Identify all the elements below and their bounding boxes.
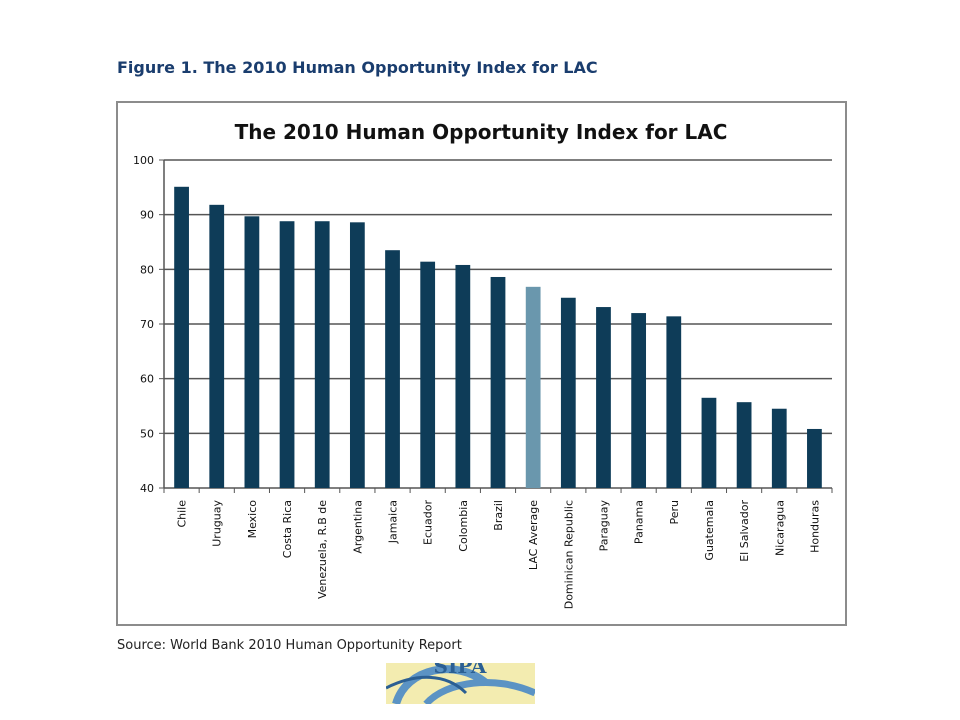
category-labels: Chile Uruguay Mexico Costa Rica Venezuela, R… bbox=[176, 500, 822, 610]
x-tick-label: Peru bbox=[668, 500, 681, 525]
bar bbox=[807, 428, 822, 488]
bar bbox=[560, 297, 576, 488]
bar bbox=[174, 186, 189, 488]
bars bbox=[174, 186, 822, 488]
chart-frame: The 2010 Human Opportunity Index for LAC… bbox=[116, 101, 847, 626]
x-tick-label: Honduras bbox=[808, 500, 821, 553]
y-tick-label: 50 bbox=[140, 427, 154, 440]
x-tick-label: Guatemala bbox=[703, 500, 716, 561]
bar-chart: The 2010 Human Opportunity Index for LAC… bbox=[133, 120, 833, 610]
sipa-logo: SIPA bbox=[386, 663, 535, 704]
bar bbox=[525, 286, 541, 488]
x-tick-label: Paraguay bbox=[597, 500, 610, 552]
x-tick-label: LAC Average bbox=[527, 500, 540, 570]
bar bbox=[244, 216, 260, 488]
bar bbox=[701, 397, 717, 488]
bar bbox=[349, 222, 365, 488]
bar bbox=[596, 307, 611, 488]
x-tick-label: Uruguay bbox=[211, 500, 224, 547]
x-tick-label: Mexico bbox=[246, 500, 259, 539]
y-tick-label: 100 bbox=[133, 154, 154, 167]
x-tick-label: Dominican Republic bbox=[562, 500, 575, 609]
bar bbox=[736, 402, 752, 488]
x-tick-label: Argentina bbox=[351, 500, 364, 554]
x-tick-label: Colombia bbox=[457, 500, 470, 552]
bar bbox=[666, 316, 682, 488]
y-tick-label: 90 bbox=[140, 209, 154, 222]
bar bbox=[490, 276, 506, 488]
axes: 40 50 60 70 80 90 100 bbox=[133, 154, 833, 495]
bar bbox=[420, 261, 436, 488]
svg-text:SIPA: SIPA bbox=[434, 663, 487, 678]
source-note: Source: World Bank 2010 Human Opportunit… bbox=[117, 638, 462, 653]
x-tick-label: Nicaragua bbox=[773, 500, 786, 556]
bar bbox=[209, 204, 225, 488]
x-tick-label: Brazil bbox=[492, 500, 505, 531]
y-tick-label: 80 bbox=[140, 263, 154, 276]
x-tick-label: Chile bbox=[176, 500, 189, 528]
figure-caption: Figure 1. The 2010 Human Opportunity Ind… bbox=[117, 58, 598, 77]
y-tick-label: 70 bbox=[140, 318, 154, 331]
bar bbox=[455, 264, 471, 488]
x-tick-label: El Salvador bbox=[738, 500, 751, 562]
bar bbox=[385, 250, 400, 488]
bar bbox=[631, 313, 647, 488]
x-tick-label: Panama bbox=[633, 500, 646, 544]
bar bbox=[314, 221, 330, 488]
x-tick-label: Ecuador bbox=[422, 500, 435, 545]
chart-title: The 2010 Human Opportunity Index for LAC bbox=[235, 120, 728, 144]
x-tick-label: Costa Rica bbox=[281, 500, 294, 558]
y-tick-label: 60 bbox=[140, 373, 154, 386]
x-tick-label: Venezuela, R.B de bbox=[316, 500, 329, 599]
bar bbox=[771, 408, 787, 488]
y-tick-label: 40 bbox=[140, 482, 154, 495]
bar bbox=[279, 221, 295, 488]
x-tick-label: Jamaica bbox=[387, 500, 400, 544]
